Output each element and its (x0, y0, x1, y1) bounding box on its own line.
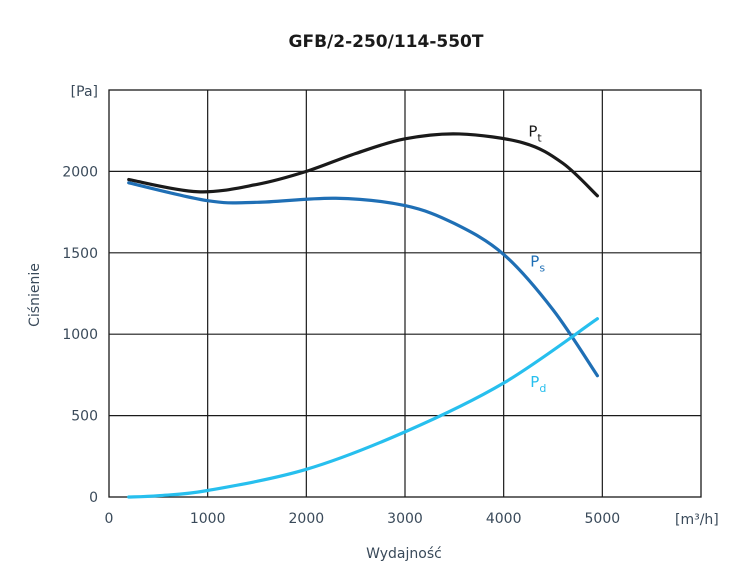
y-tick-label: 1500 (62, 246, 98, 262)
y-tick-label: 1000 (62, 327, 98, 343)
tick-labels: 0 1000 2000 3000 4000 5000 0 500 1000 1500 2000 (62, 164, 620, 527)
y-tick-label: 500 (71, 409, 98, 425)
y-unit-label: [Pa] (71, 84, 98, 100)
y-tick-label: 2000 (62, 164, 98, 180)
series-group: Pt Ps Pd (127, 122, 599, 499)
series-line-pd (127, 317, 599, 499)
x-tick-label: 1000 (190, 511, 226, 527)
y-axis-label: Ciśnienie (27, 263, 43, 327)
x-tick-label: 5000 (585, 511, 621, 527)
grid (108, 89, 702, 498)
series-line-pt (127, 132, 599, 198)
chart-title: GFB/2-250/114-550T (289, 32, 484, 52)
series-label-ps: Ps (530, 253, 545, 275)
series-label-pd: Pd (530, 373, 546, 395)
x-tick-label: 3000 (387, 511, 423, 527)
x-tick-label: 0 (105, 511, 114, 527)
x-tick-label: 4000 (486, 511, 522, 527)
series-line-ps (127, 181, 599, 378)
x-unit-label: [m³/h] (675, 512, 719, 528)
x-axis-label: Wydajność (366, 546, 442, 562)
x-tick-label: 2000 (289, 511, 325, 527)
y-tick-label: 0 (89, 490, 98, 506)
series-label-pt: Pt (528, 122, 542, 144)
